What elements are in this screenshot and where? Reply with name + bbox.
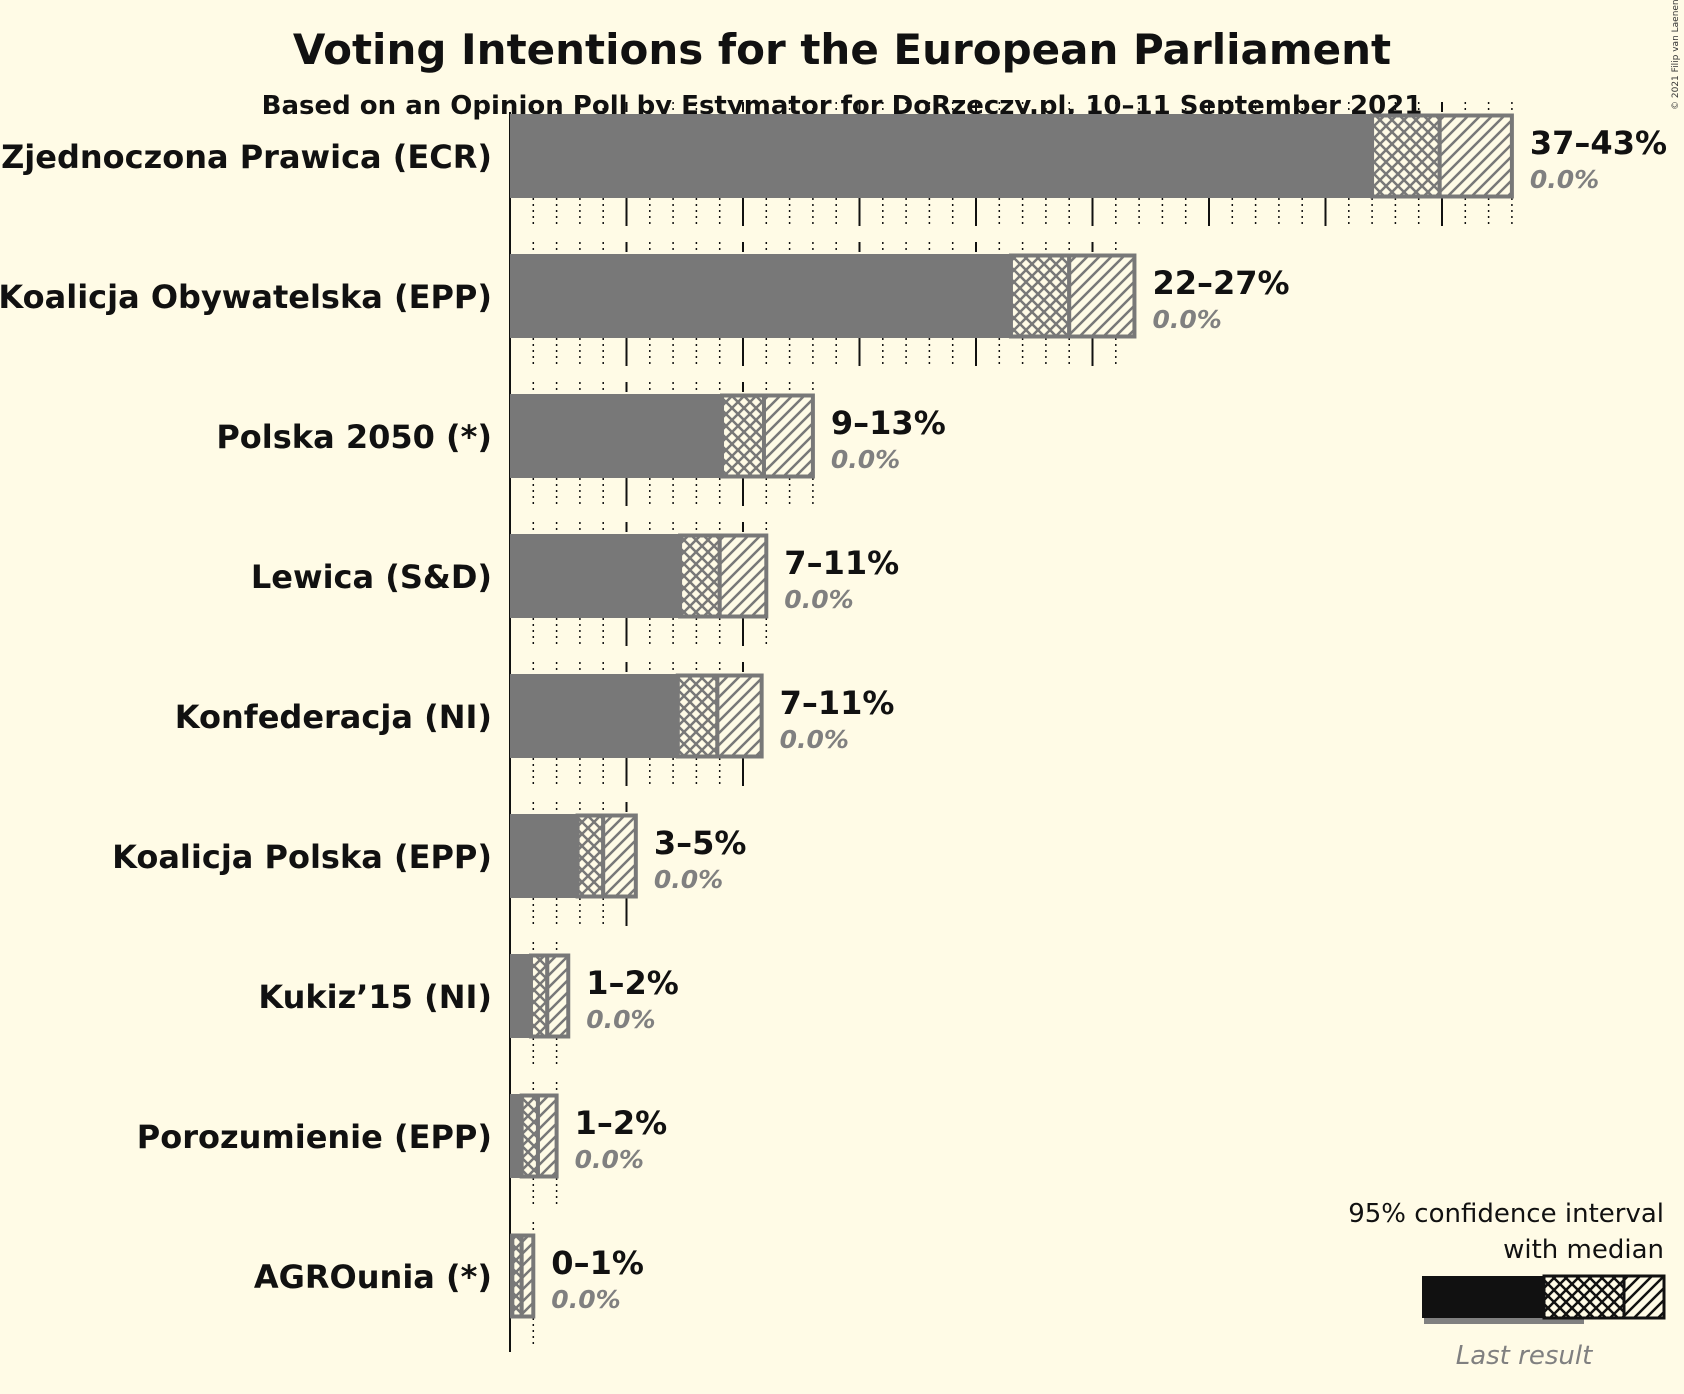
legend-solid-swatch: [1422, 1276, 1544, 1318]
bar-ci-upper: [1067, 253, 1137, 339]
bar-ci-upper: [761, 393, 815, 479]
bar-ci-upper: [717, 533, 769, 619]
bar-ci-upper: [545, 953, 571, 1039]
bar-solid: [510, 1094, 522, 1178]
bar-solid: [510, 114, 1373, 198]
range-label: 7–11%: [784, 544, 899, 582]
last-result-label: 0.0%: [654, 865, 723, 894]
legend-line-2: with median: [1503, 1235, 1664, 1265]
last-result-label: 0.0%: [1530, 165, 1599, 194]
chart-title: Voting Intentions for the European Parli…: [293, 25, 1391, 74]
last-result-label: 0.0%: [1152, 305, 1221, 334]
last-result-label: 0.0%: [586, 1005, 655, 1034]
party-label: Koalicja Obywatelska (EPP): [0, 278, 492, 316]
last-result-label: 0.0%: [780, 725, 849, 754]
bar-ci-upper: [519, 1233, 536, 1319]
legend-crosshatch-swatch: [1542, 1274, 1626, 1320]
bar-solid: [510, 674, 678, 758]
bar-ci-lower: [678, 533, 722, 619]
party-label: Zjednoczona Prawica (ECR): [1, 138, 492, 176]
party-label: Porozumienie (EPP): [137, 1118, 492, 1156]
bar-ci-upper: [601, 813, 638, 899]
bar-ci-upper: [1437, 113, 1514, 199]
last-result-label: 0.0%: [784, 585, 853, 614]
legend-last-result-label: Last result: [1456, 1341, 1593, 1371]
party-label: Konfederacja (NI): [175, 698, 492, 736]
bar-ci-lower: [575, 813, 606, 899]
legend: 95% confidence interval with median Last…: [1348, 1199, 1666, 1371]
range-label: 37–43%: [1530, 124, 1667, 162]
range-label: 22–27%: [1152, 264, 1289, 302]
range-label: 9–13%: [831, 404, 946, 442]
last-result-label: 0.0%: [831, 445, 900, 474]
party-label: Kukiz’15 (NI): [258, 978, 492, 1016]
range-label: 1–2%: [586, 964, 679, 1002]
range-label: 1–2%: [575, 1104, 668, 1142]
bar-solid: [510, 254, 1011, 338]
bars-layer: Zjednoczona Prawica (ECR) 37–43% 0.0% Koali…: [0, 102, 1667, 1352]
bar-ci-lower: [720, 393, 766, 479]
range-label: 0–1%: [551, 1244, 644, 1282]
bar-solid: [510, 534, 681, 618]
copyright-note: © 2021 Filip van Laenen: [1671, 0, 1681, 110]
bar-solid: [510, 814, 578, 898]
bar-ci-lower: [528, 953, 550, 1039]
range-label: 3–5%: [654, 824, 747, 862]
bar-ci-upper: [715, 673, 764, 759]
party-label: Koalicja Polska (EPP): [112, 838, 492, 876]
range-label: 7–11%: [780, 684, 895, 722]
bar-ci-upper: [535, 1093, 559, 1179]
bar-solid: [510, 394, 723, 478]
bar-ci-lower: [1008, 253, 1072, 339]
bar-ci-lower: [1370, 113, 1442, 199]
party-label: AGROunia (*): [254, 1258, 492, 1296]
last-result-label: 0.0%: [575, 1145, 644, 1174]
last-result-label: 0.0%: [551, 1285, 620, 1314]
legend-diagonal-swatch: [1622, 1274, 1666, 1320]
bar-ci-lower: [519, 1093, 540, 1179]
party-label: Lewica (S&D): [251, 558, 492, 596]
legend-line-1: 95% confidence interval: [1348, 1199, 1664, 1229]
bar-solid: [510, 954, 531, 1038]
bar-ci-lower: [675, 673, 720, 759]
party-label: Polska 2050 (*): [216, 418, 492, 456]
